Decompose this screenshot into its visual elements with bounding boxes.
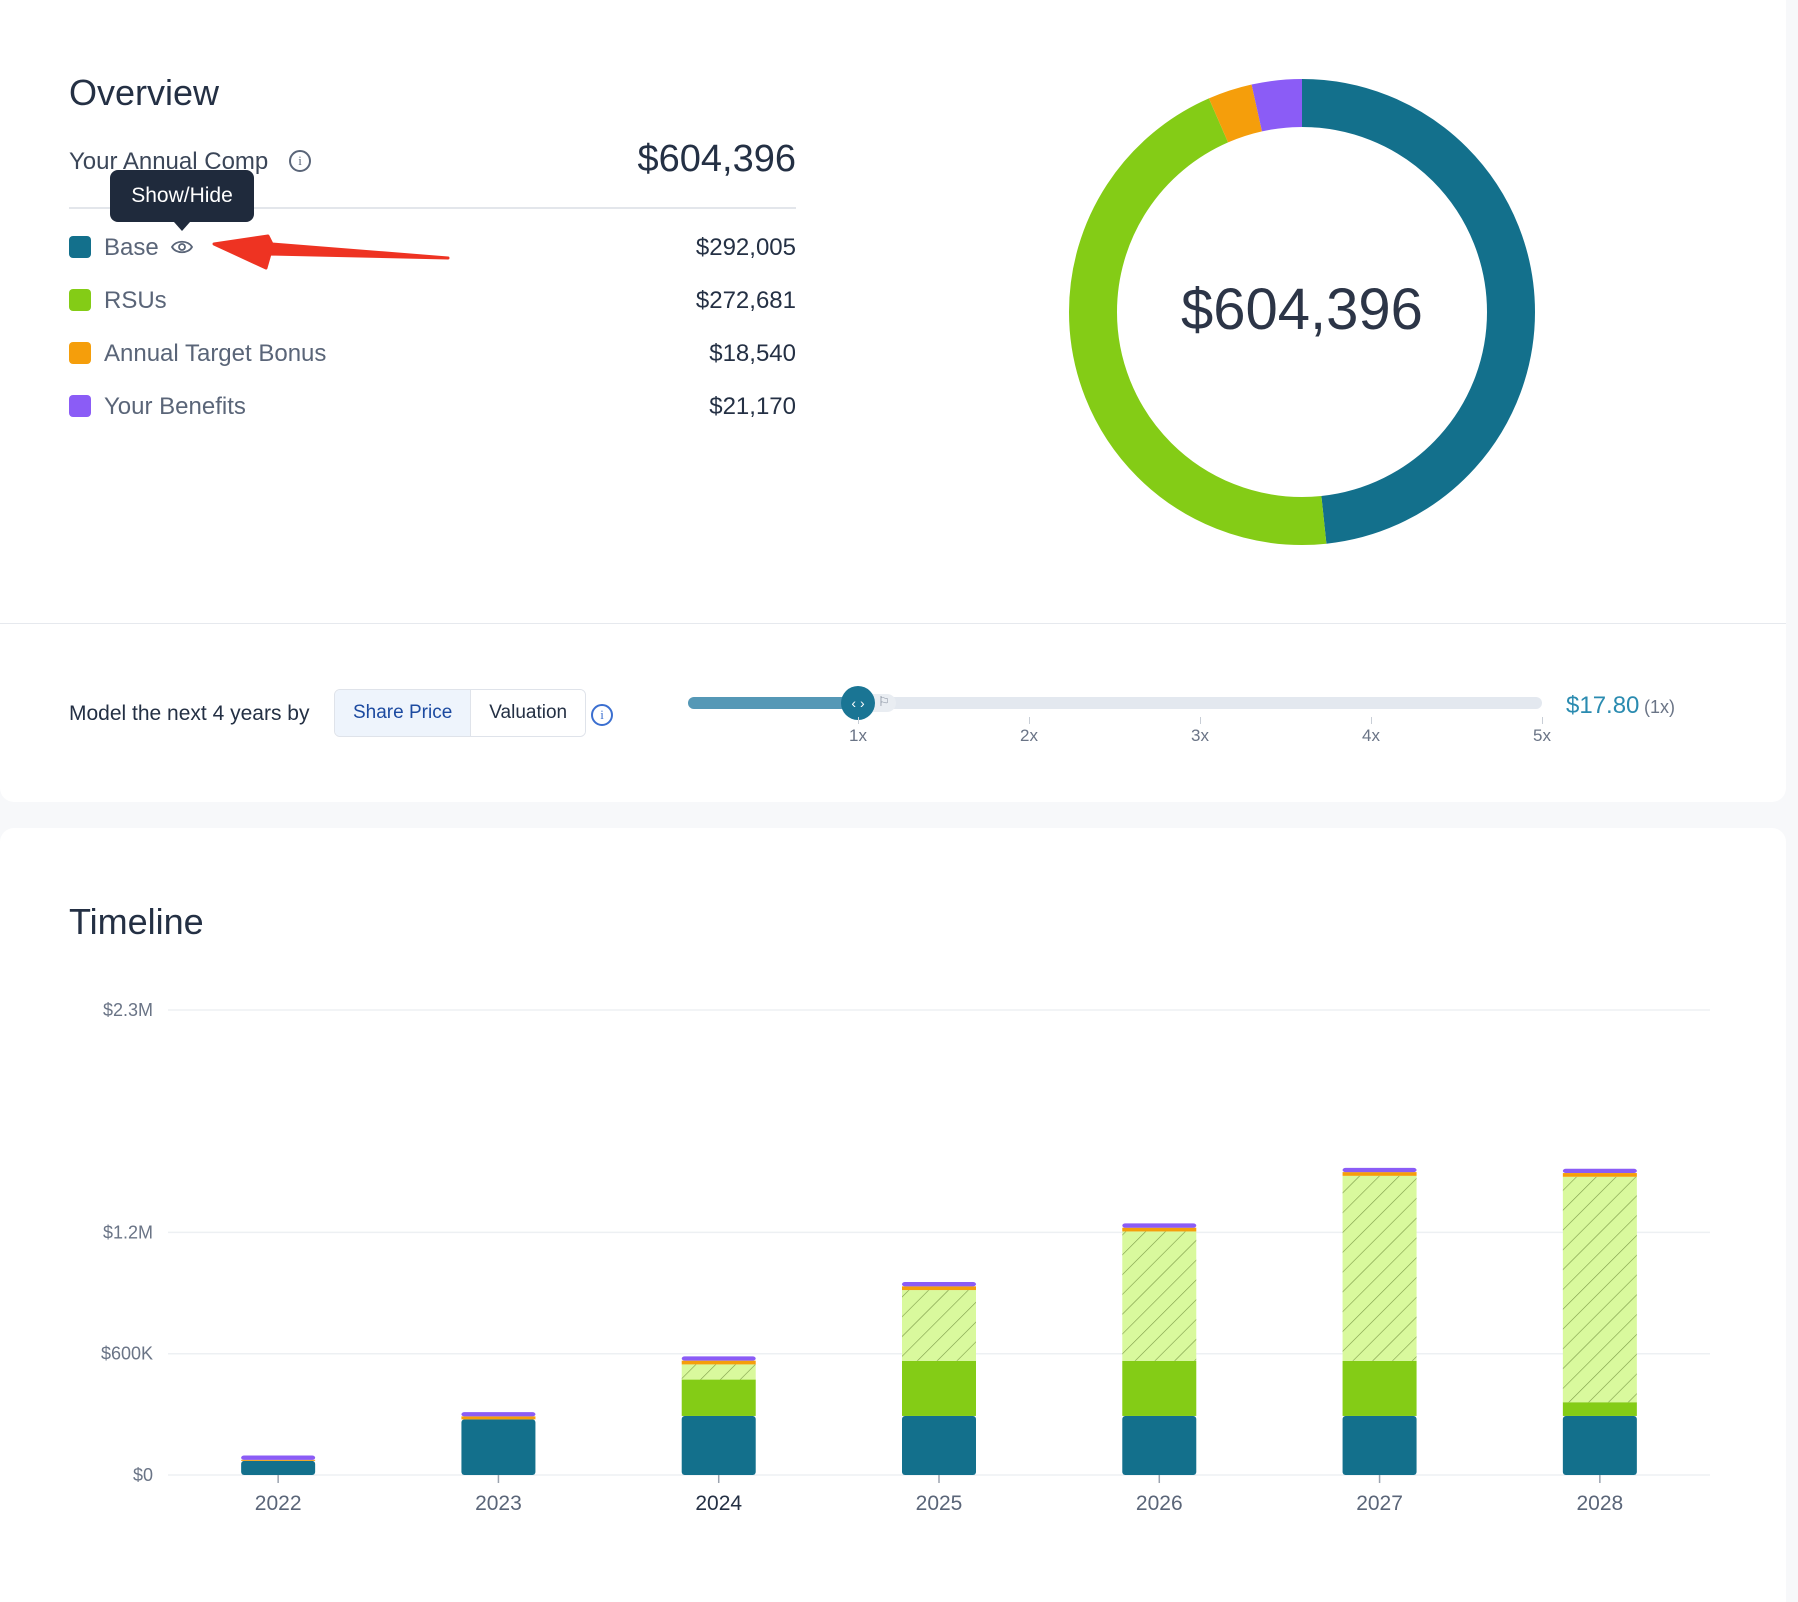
slider-tick-label: 4x <box>1362 726 1380 745</box>
legend-label: Base <box>104 234 159 261</box>
info-icon[interactable]: i <box>591 704 613 726</box>
multiplier-value: (1x) <box>1644 697 1675 717</box>
bar-segment-annual-target-bonus[interactable] <box>681 1360 756 1365</box>
bar-segment-projected-rsus[interactable] <box>1122 1231 1197 1361</box>
slider-tick <box>1542 717 1543 724</box>
model-label: Model the next 4 years by <box>69 702 310 725</box>
x-tick-label: 2027 <box>1356 1492 1403 1515</box>
bar-segment-base[interactable] <box>461 1419 536 1475</box>
slider-tick-label: 2x <box>1020 726 1038 745</box>
legend-item-your-benefits[interactable]: Your Benefits $21,170 <box>69 389 796 423</box>
y-tick-label: $600K <box>101 1344 153 1364</box>
bar-segment-base[interactable] <box>902 1415 976 1475</box>
donut-segment-rsus <box>1069 79 1535 545</box>
valuation-button[interactable]: Valuation <box>471 690 586 736</box>
donut-center-total: $604,396 <box>1181 277 1423 342</box>
bar-segment-base[interactable] <box>241 1460 316 1475</box>
donut-segment-your-benefits <box>1069 79 1535 545</box>
legend-item-annual-target-bonus[interactable]: Annual Target Bonus $18,540 <box>69 336 796 370</box>
timeline-title: Timeline <box>69 901 204 942</box>
color-swatch <box>69 236 91 258</box>
eye-icon[interactable] <box>170 238 194 256</box>
color-swatch <box>69 289 91 311</box>
share-price-value: $17.80 <box>1566 692 1640 719</box>
slider-tick-label: 3x <box>1191 726 1209 745</box>
x-tick-label: 2024 <box>695 1492 742 1515</box>
bar-segment-projected-rsus[interactable] <box>1342 1175 1417 1361</box>
legend-label: RSUs <box>104 287 167 314</box>
slider-handle[interactable]: ‹ › <box>841 686 875 720</box>
slider-tick-label: 5x <box>1533 726 1551 745</box>
slider-tick-label: 1x <box>849 726 867 745</box>
bar-segment-your-benefits[interactable] <box>241 1455 316 1460</box>
bar-segment-annual-target-bonus[interactable] <box>1342 1172 1417 1176</box>
y-tick-label: $1.2M <box>103 1222 153 1242</box>
bar-segment-annual-target-bonus[interactable] <box>1122 1227 1197 1232</box>
bar-segment-rsus[interactable] <box>1122 1360 1197 1416</box>
slider-tick <box>1029 717 1030 724</box>
bar-segment-projected-rsus[interactable] <box>681 1364 756 1380</box>
overview-title: Overview <box>69 72 220 113</box>
share-price-button[interactable]: Share Price <box>335 690 472 736</box>
bar-segment-rsus[interactable] <box>1562 1402 1637 1416</box>
bar-segment-rsus[interactable] <box>902 1360 976 1416</box>
model-toggle: Share Price Valuation <box>334 689 587 737</box>
y-tick-label: $0 <box>133 1465 153 1485</box>
x-tick-label: 2025 <box>916 1492 963 1515</box>
bar-segment-annual-target-bonus[interactable] <box>1562 1173 1637 1177</box>
flag-icon: ⚐ <box>878 694 890 709</box>
x-tick-label: 2022 <box>255 1492 302 1515</box>
divider <box>69 207 796 209</box>
bar-segment-base[interactable] <box>1562 1415 1637 1475</box>
legend-value: $18,540 <box>709 340 796 367</box>
bar-segment-rsus[interactable] <box>1342 1360 1417 1416</box>
legend-item-rsus[interactable]: RSUs $272,681 <box>69 283 796 317</box>
share-price-slider[interactable] <box>688 697 1542 709</box>
y-tick-label: $2.3M <box>103 1000 153 1020</box>
bar-segment-your-benefits[interactable] <box>902 1282 976 1287</box>
slider-tick <box>1371 717 1372 724</box>
bar-segment-your-benefits[interactable] <box>681 1356 756 1361</box>
legend-value: $272,681 <box>695 287 796 314</box>
legend-value: $292,005 <box>695 234 796 261</box>
bar-segment-your-benefits[interactable] <box>461 1412 536 1417</box>
legend-label: Your Benefits <box>104 393 246 420</box>
bar-segment-annual-target-bonus[interactable] <box>902 1286 976 1291</box>
bar-segment-base[interactable] <box>681 1415 756 1475</box>
x-tick-label: 2026 <box>1136 1492 1183 1515</box>
legend-item-base[interactable]: Base $292,005 <box>69 230 796 264</box>
bar-segment-your-benefits[interactable] <box>1562 1168 1637 1174</box>
slider-tick <box>1200 717 1201 724</box>
color-swatch <box>69 395 91 417</box>
legend-label: Annual Target Bonus <box>104 340 327 367</box>
model-card <box>0 624 1786 802</box>
bar-segment-base[interactable] <box>1122 1415 1197 1475</box>
bar-segment-your-benefits[interactable] <box>1342 1167 1417 1173</box>
annual-comp-total: $604,396 <box>637 138 797 180</box>
color-swatch <box>69 342 91 364</box>
timeline-bar-chart: $0 $600K $1.2M $2.3M 2022 2023 2024 2025 2026 202… <box>101 1000 1710 1515</box>
bar-segment-your-benefits[interactable] <box>1122 1223 1197 1228</box>
bar-segment-annual-target-bonus[interactable] <box>461 1416 536 1420</box>
bar-segment-annual-target-bonus[interactable] <box>241 1459 316 1461</box>
tooltip-caret <box>174 222 190 231</box>
bar-segment-projected-rsus[interactable] <box>902 1290 976 1361</box>
x-tick-label: 2023 <box>475 1492 522 1515</box>
slider-fill <box>688 697 858 709</box>
red-arrow-annotation <box>212 234 450 270</box>
x-tick-label: 2028 <box>1576 1492 1623 1515</box>
bar-segment-base[interactable] <box>1342 1415 1417 1475</box>
bar-segment-rsus[interactable] <box>681 1379 756 1416</box>
legend-value: $21,170 <box>709 393 796 420</box>
slider-tick <box>858 717 859 724</box>
comp-donut-chart <box>1069 79 1535 545</box>
tooltip: Show/Hide <box>110 170 254 222</box>
info-icon[interactable]: i <box>289 150 311 172</box>
bar-segment-projected-rsus[interactable] <box>1562 1176 1637 1403</box>
